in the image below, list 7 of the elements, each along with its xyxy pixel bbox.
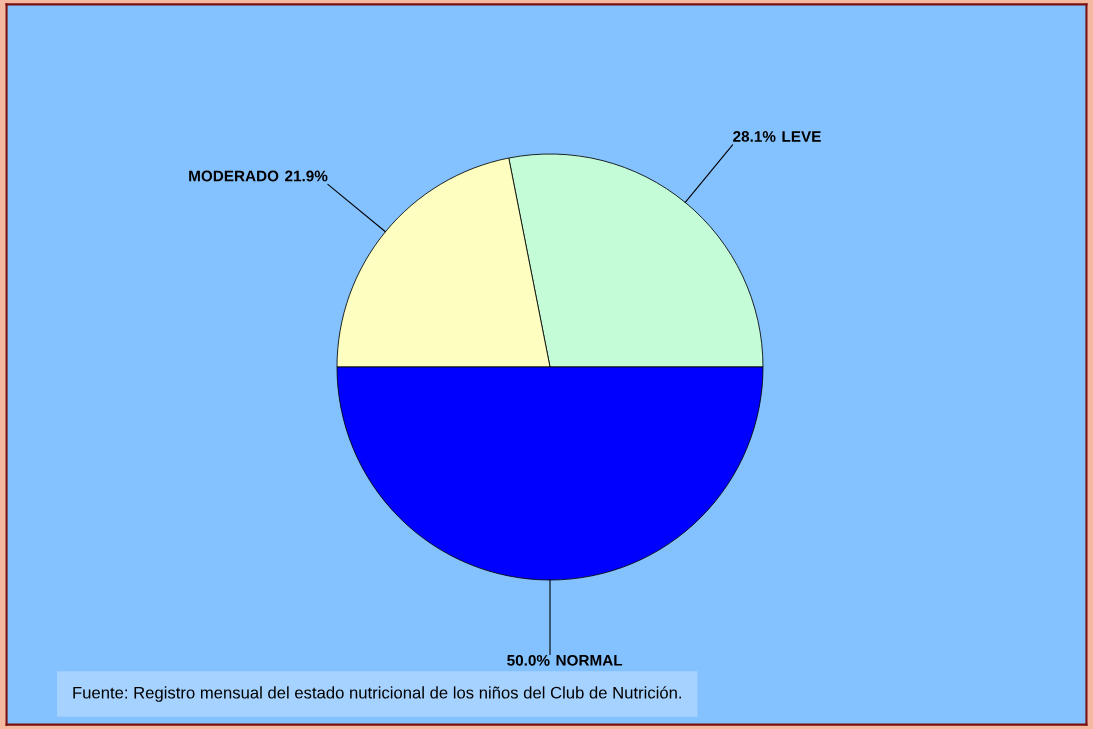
slice-label: LEVE [782, 131, 821, 142]
source-note: Fuente: Registro mensual del estado nutricional de los niños del Club de Nutrición. [73, 686, 682, 702]
slice-label: NORMAL [556, 654, 623, 666]
data-label: 21.9% [285, 170, 328, 182]
data-label: 28.1% [733, 131, 776, 142]
slice-label: MODERADO [189, 170, 279, 182]
data-label: 50.0% [507, 654, 550, 666]
